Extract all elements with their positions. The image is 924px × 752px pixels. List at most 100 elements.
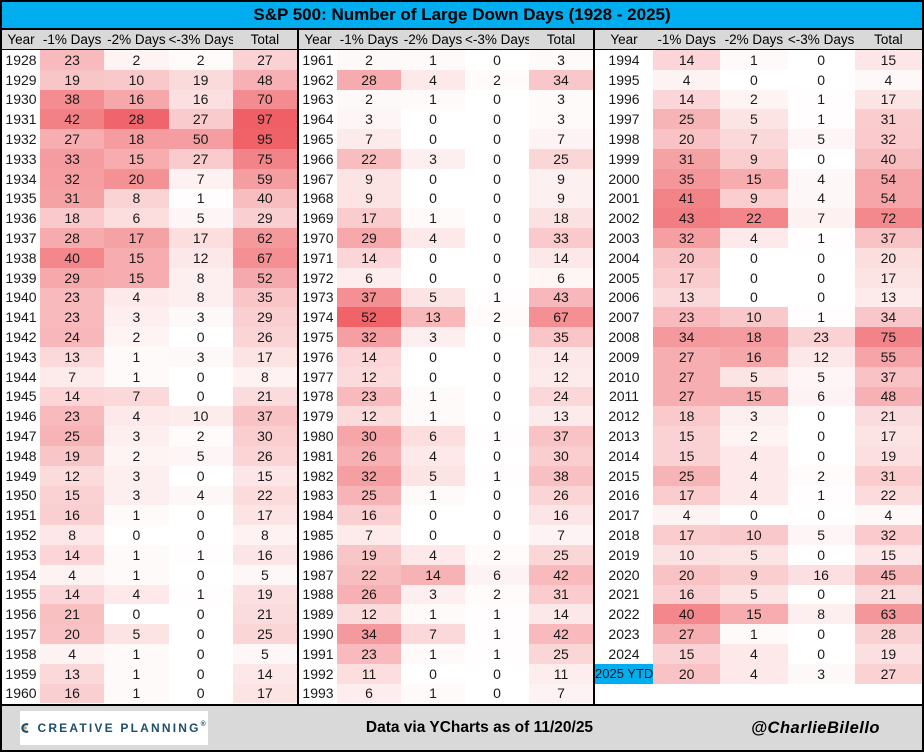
- table-row: 1941 23 3 3 29: [2, 307, 297, 328]
- value-cell: 13: [854, 287, 922, 308]
- value-cell: 25: [232, 624, 297, 644]
- year-cell: 2007: [595, 307, 653, 328]
- value-cell: 18: [104, 129, 169, 149]
- value-cell: 1: [465, 624, 529, 644]
- value-cell: 1: [787, 485, 855, 506]
- value-cell: 2: [104, 445, 169, 466]
- header-row: Year -1% Days -2% Days <-3% Days Total: [2, 30, 297, 50]
- value-cell: 1: [401, 406, 465, 427]
- value-cell: 18: [529, 208, 593, 229]
- table-row: 1988 26 3 2 31: [299, 584, 593, 605]
- value-cell: 13: [653, 287, 721, 308]
- year-cell: 2001: [595, 188, 653, 209]
- year-cell: 1952: [2, 525, 40, 545]
- column-header: -1% Days: [337, 30, 401, 50]
- value-cell: 5: [720, 544, 788, 565]
- value-cell: 19: [232, 584, 297, 605]
- value-cell: 11: [529, 663, 593, 684]
- year-cell: 1958: [2, 643, 40, 664]
- table-row: 1934 32 20 7 59: [2, 168, 297, 189]
- value-cell: 0: [465, 485, 529, 506]
- year-cell: 1944: [2, 366, 40, 387]
- value-cell: 7: [401, 624, 465, 644]
- column-header: Total: [232, 30, 297, 50]
- table-row: 2006 13 0 0 13: [595, 287, 922, 308]
- value-cell: 0: [401, 109, 465, 130]
- value-cell: 26: [337, 445, 401, 466]
- table-row: 2012 18 3 0 21: [595, 406, 922, 427]
- table-row: 1953 14 1 1 16: [2, 544, 297, 565]
- value-cell: 1: [401, 386, 465, 407]
- year-cell: 1950: [2, 485, 40, 506]
- value-cell: 0: [401, 129, 465, 149]
- value-cell: 8: [40, 525, 105, 545]
- table-row: 1998 20 7 5 32: [595, 129, 922, 149]
- value-cell: 0: [787, 148, 855, 169]
- table-row: 2017 4 0 0 4: [595, 505, 922, 526]
- table-row: 1975 32 3 0 35: [299, 327, 593, 347]
- value-cell: 17: [653, 485, 721, 506]
- value-cell: 72: [854, 208, 922, 229]
- value-cell: 31: [854, 109, 922, 130]
- value-cell: 25: [337, 485, 401, 506]
- table-row: 1972 6 0 0 6: [299, 267, 593, 288]
- year-cell: 1936: [2, 208, 40, 229]
- value-cell: 22: [337, 564, 401, 585]
- value-cell: 7: [529, 683, 593, 704]
- table-row: 1940 23 4 8 35: [2, 287, 297, 308]
- value-cell: 4: [104, 406, 169, 427]
- value-cell: 1: [104, 505, 169, 526]
- value-cell: 1: [104, 564, 169, 585]
- value-cell: 30: [529, 445, 593, 466]
- value-cell: 37: [854, 366, 922, 387]
- value-cell: 32: [337, 465, 401, 486]
- table-row: 1951 16 1 0 17: [2, 505, 297, 526]
- year-cell: 1934: [2, 168, 40, 189]
- year-cell: 1999: [595, 148, 653, 169]
- value-cell: 0: [720, 267, 788, 288]
- value-cell: 21: [40, 604, 105, 625]
- year-cell: 1942: [2, 327, 40, 347]
- table-row: 1948 19 2 5 26: [2, 445, 297, 466]
- value-cell: 16: [168, 89, 233, 110]
- value-cell: 15: [104, 148, 169, 169]
- table-row: 1964 3 0 0 3: [299, 109, 593, 130]
- page-title: S&P 500: Number of Large Down Days (1928…: [2, 2, 922, 30]
- year-cell: 2023: [595, 624, 653, 644]
- value-cell: 3: [168, 346, 233, 367]
- value-cell: 25: [529, 544, 593, 565]
- table-row: 1974 52 13 2 67: [299, 307, 593, 328]
- value-cell: 4: [168, 485, 233, 506]
- table-row: 1977 12 0 0 12: [299, 366, 593, 387]
- value-cell: 16: [232, 544, 297, 565]
- value-cell: 52: [337, 307, 401, 328]
- value-cell: 7: [104, 386, 169, 407]
- value-cell: 27: [168, 148, 233, 169]
- value-cell: 16: [40, 505, 105, 526]
- value-cell: 19: [40, 445, 105, 466]
- value-cell: 9: [529, 188, 593, 209]
- value-cell: 32: [854, 525, 922, 545]
- value-cell: 29: [232, 208, 297, 229]
- column-header: <-3% Days: [787, 30, 855, 50]
- table-row: 1993 6 1 0 7: [299, 683, 593, 704]
- value-cell: 0: [465, 525, 529, 545]
- year-cell: 1972: [299, 267, 337, 288]
- table-area: Year -1% Days -2% Days <-3% Days Total 1928 2…: [2, 30, 922, 704]
- value-cell: 0: [787, 247, 855, 268]
- value-cell: 1: [401, 643, 465, 664]
- year-cell: 1953: [2, 544, 40, 565]
- value-cell: 14: [40, 544, 105, 565]
- value-cell: 6: [401, 426, 465, 446]
- value-cell: 3: [401, 327, 465, 347]
- table-row: 1983 25 1 0 26: [299, 485, 593, 506]
- table-row: 1995 4 0 0 4: [595, 69, 922, 90]
- value-cell: 32: [40, 168, 105, 189]
- value-cell: 63: [854, 604, 922, 625]
- value-cell: 33: [40, 148, 105, 169]
- table-row: 2011 27 15 6 48: [595, 386, 922, 407]
- table-row: 1957 20 5 0 25: [2, 624, 297, 644]
- year-cell: 1949: [2, 465, 40, 486]
- table-row: 1954 4 1 0 5: [2, 564, 297, 585]
- value-cell: 15: [854, 49, 922, 70]
